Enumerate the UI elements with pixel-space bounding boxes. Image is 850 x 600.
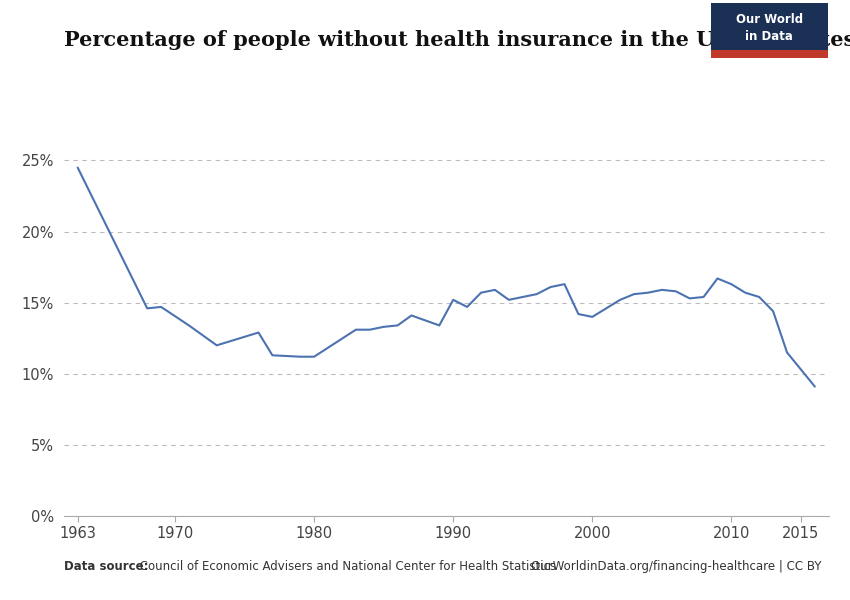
Text: Our World
in Data: Our World in Data	[736, 13, 802, 43]
Text: Percentage of people without health insurance in the United States: Percentage of people without health insu…	[64, 30, 850, 50]
Text: OurWorldinData.org/financing-healthcare | CC BY: OurWorldinData.org/financing-healthcare …	[531, 560, 822, 573]
Text: Data source:: Data source:	[64, 560, 148, 573]
Text: Council of Economic Advisers and National Center for Health Statistics: Council of Economic Advisers and Nationa…	[136, 560, 556, 573]
